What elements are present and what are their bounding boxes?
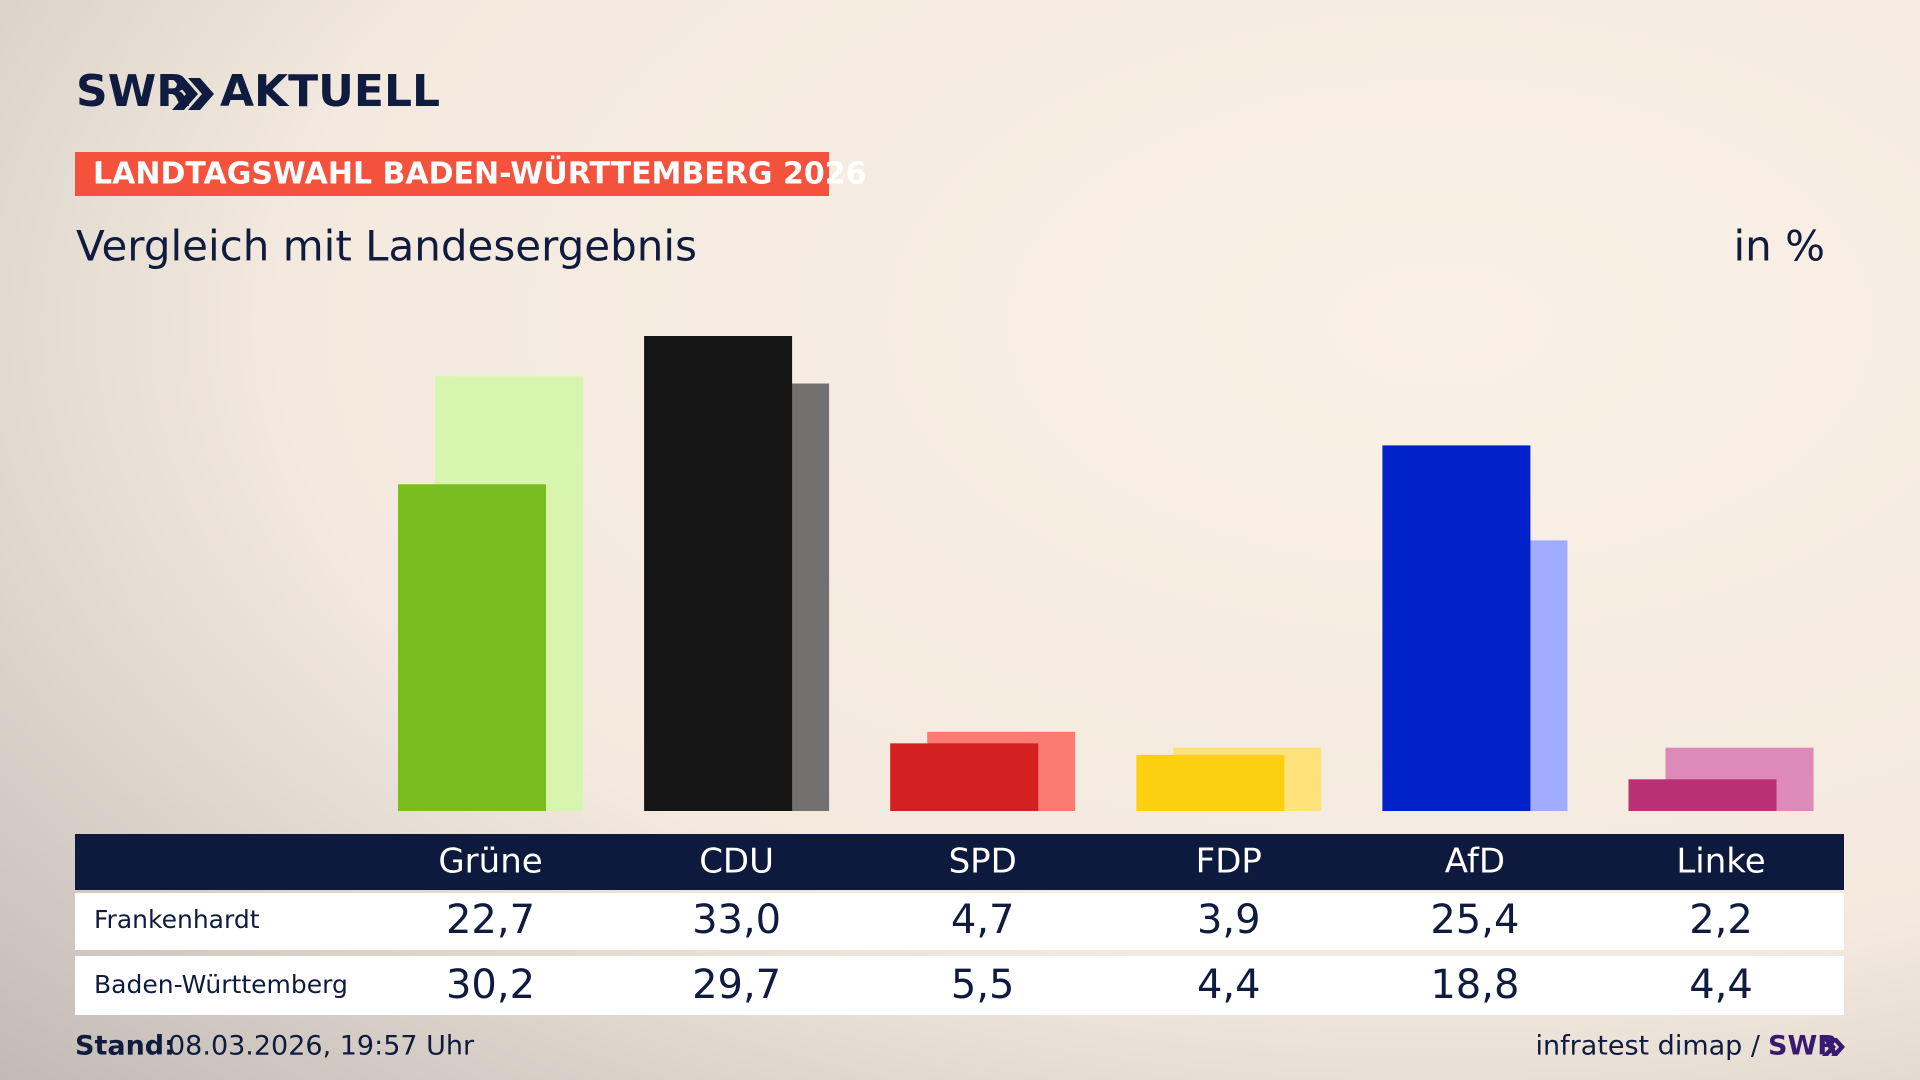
value-label: 22,7 [446, 897, 535, 943]
category-label: SPD [949, 842, 1017, 882]
category-label: Linke [1676, 842, 1765, 882]
source-chevrons [1822, 1038, 1845, 1056]
kicker-box [75, 152, 829, 196]
source-brand: SWR [1768, 1031, 1838, 1062]
brand: AKTUELL [220, 66, 440, 117]
value-label: 29,7 [692, 962, 781, 1008]
category-label: CDU [699, 842, 774, 882]
value-label: 33,0 [692, 897, 781, 943]
bar [1136, 754, 1285, 811]
category-label: FDP [1196, 842, 1262, 882]
kicker: LANDTAGSWAHL BADEN-WÜRTTEMBERG 2026 [93, 155, 866, 192]
category-label: AfD [1445, 842, 1505, 882]
source: infratest dimap / [1535, 1031, 1760, 1062]
bar [1628, 779, 1777, 811]
logo-chevrons [172, 78, 214, 110]
stand-label: Stand: [75, 1031, 175, 1062]
value-label: 3,9 [1197, 897, 1261, 943]
table-row [75, 893, 1844, 950]
logo: SWR [76, 66, 190, 117]
value-label: 5,5 [951, 962, 1015, 1008]
value-label: 4,4 [1197, 962, 1261, 1008]
value-label: 2,2 [1689, 897, 1753, 943]
value-label: 25,4 [1430, 897, 1519, 943]
bar [1382, 445, 1531, 811]
chart-title: Vergleich mit Landesergebnis [76, 222, 697, 271]
unit-label: in % [1733, 222, 1825, 271]
value-label: 18,8 [1430, 962, 1519, 1008]
value-label: 4,7 [951, 897, 1015, 943]
bar [398, 484, 546, 811]
table-header [75, 834, 1844, 890]
bar [644, 336, 793, 811]
category-label: Grüne [438, 842, 542, 882]
row-label: Baden-Württemberg [94, 970, 348, 999]
stand: 08.03.2026, 19:57 Uhr [168, 1031, 475, 1062]
value-label: 4,4 [1689, 962, 1753, 1008]
row-label: Frankenhardt [94, 905, 260, 934]
table-row [75, 956, 1844, 1015]
value-label: 30,2 [446, 962, 535, 1008]
bar [890, 743, 1039, 811]
